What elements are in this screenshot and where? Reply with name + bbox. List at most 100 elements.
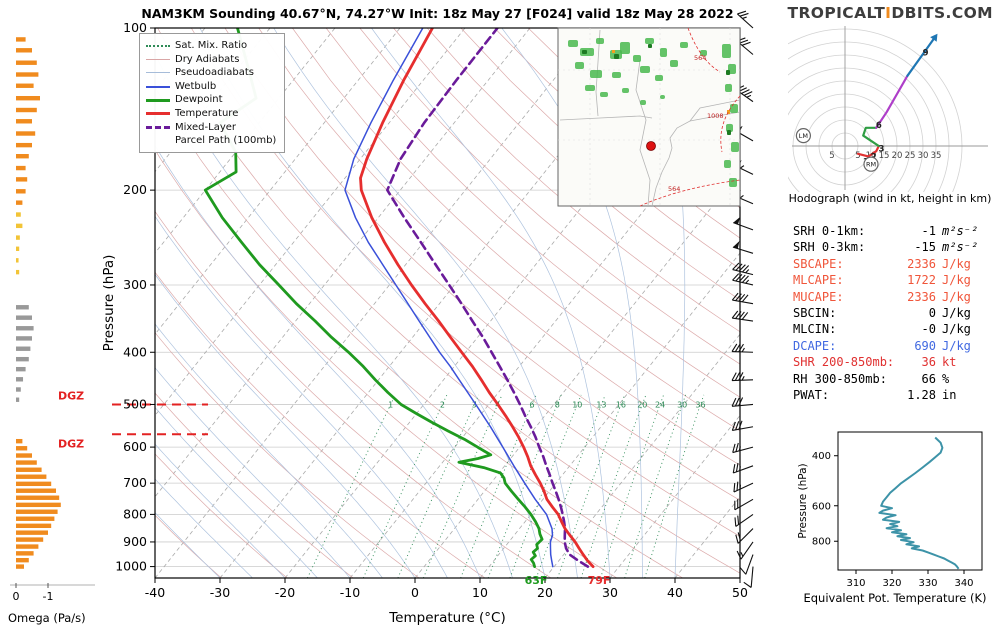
mixing-ratio-label: 10 bbox=[572, 400, 582, 409]
hodo-ring-label: 10 bbox=[866, 151, 877, 161]
wind-barb bbox=[732, 442, 754, 454]
omega-bar bbox=[16, 95, 40, 101]
omega-bar bbox=[16, 269, 20, 275]
omega-bar bbox=[16, 212, 21, 217]
mixing-ratio-label: 2 bbox=[440, 400, 445, 409]
stat-unit: m²s⁻² bbox=[942, 240, 979, 255]
legend-item: Pseudoadiabats bbox=[146, 66, 276, 80]
omega-bar bbox=[16, 446, 28, 451]
mixing-ratio-label: 13 bbox=[596, 400, 606, 409]
omega-bar bbox=[16, 177, 28, 182]
temperature-line bbox=[359, 28, 595, 568]
stat-value: 2336 bbox=[907, 289, 936, 304]
dewpoint-line bbox=[203, 28, 544, 568]
omega-bar bbox=[16, 564, 24, 569]
omega-bar bbox=[16, 258, 19, 263]
isotherm-gridlines bbox=[155, 28, 740, 578]
map-contour-label: 564 bbox=[694, 54, 706, 62]
legend-item: Sat. Mix. Ratio bbox=[146, 39, 276, 53]
parcel-path-line bbox=[386, 28, 590, 568]
hodograph: 5101520253035512369LMRM bbox=[788, 26, 988, 192]
hodo-ring-label: 25 bbox=[905, 151, 916, 161]
legend-label: Sat. Mix. Ratio bbox=[175, 40, 248, 51]
stat-unit: J/kg bbox=[942, 273, 971, 288]
wind-barb bbox=[734, 513, 754, 527]
theta-e-line bbox=[878, 436, 960, 570]
hodo-marker-label: LM bbox=[799, 132, 808, 140]
legend-sample-dry bbox=[146, 58, 170, 60]
omega-bar bbox=[16, 366, 26, 372]
hodo-ring-label: 15 bbox=[879, 151, 890, 161]
inset-map: 564 1008 564 bbox=[557, 27, 741, 207]
hodo-ring-label: 5 bbox=[829, 151, 834, 161]
stat-value: 690 bbox=[914, 338, 936, 353]
hodo-ring-label: 30 bbox=[918, 151, 929, 161]
stat-label: PWAT: bbox=[793, 388, 830, 403]
stat-unit: kt bbox=[942, 355, 957, 370]
pressure-tick-label: 200 bbox=[123, 182, 147, 197]
wind-barb bbox=[736, 541, 754, 560]
omega-bar bbox=[16, 530, 48, 535]
omega-bar bbox=[16, 523, 52, 529]
map-contour-label: 564 bbox=[668, 185, 680, 193]
legend-item: Temperature bbox=[146, 107, 276, 121]
stat-unit: J/kg bbox=[942, 256, 971, 271]
legend-item: Mixed-Layer bbox=[146, 121, 276, 135]
hodo-ring-label: 5 bbox=[855, 151, 860, 161]
logo-text-left: TROPICALT bbox=[787, 4, 886, 22]
wind-barb bbox=[733, 481, 754, 493]
pressure-gridlines bbox=[155, 28, 740, 567]
mixing-ratio-label: 36 bbox=[695, 400, 705, 409]
hodo-marker-label: RM bbox=[866, 161, 876, 169]
legend-label: Dry Adiabats bbox=[175, 53, 240, 65]
stat-row: DCAPE: 690 J/kg bbox=[793, 338, 992, 354]
legend-label: Pseudoadiabats bbox=[175, 67, 255, 79]
mixing-ratio-label: 16 bbox=[616, 400, 626, 409]
mixing-ratio-label: 3 bbox=[472, 400, 477, 409]
omega-bar bbox=[16, 488, 56, 493]
legend-label: Temperature bbox=[175, 107, 239, 119]
stat-row: RH 300-850mb: 66% bbox=[793, 371, 992, 387]
wind-barb bbox=[732, 273, 754, 286]
wetbulb-line bbox=[344, 28, 554, 568]
temperature-tick-label: 20 bbox=[537, 585, 553, 600]
temperature-tick-label: -10 bbox=[340, 585, 360, 600]
pressure-tick-label: 1000 bbox=[115, 559, 147, 574]
temperature-tick-label: 50 bbox=[732, 585, 748, 600]
wind-barb bbox=[731, 310, 754, 322]
mixing-ratio-label: 24 bbox=[655, 400, 665, 409]
theta-e-y-title: Pressure (hPa) bbox=[797, 463, 809, 538]
stat-row: SBCAPE: 2336 J/kg bbox=[793, 256, 992, 272]
stat-label: MLCAPE: bbox=[793, 273, 844, 288]
wind-barb bbox=[732, 241, 754, 254]
omega-bar bbox=[16, 509, 58, 514]
omega-bar bbox=[16, 326, 34, 331]
temperature-axis-title: Temperature (°C) bbox=[388, 610, 506, 626]
stat-row: MUCAPE: 2336 J/kg bbox=[793, 289, 992, 305]
stat-value: -0 bbox=[921, 322, 936, 337]
omega-bar bbox=[16, 397, 20, 402]
wind-barb bbox=[731, 343, 754, 353]
stat-label: SRH 0-3km: bbox=[793, 240, 866, 255]
omega-bar bbox=[16, 336, 32, 341]
omega-bar bbox=[16, 305, 29, 310]
stat-row: PWAT: 1.28 in bbox=[793, 387, 992, 403]
mixing-ratio-label: 1 bbox=[388, 400, 393, 409]
wind-barb bbox=[731, 292, 754, 305]
omega-bar bbox=[16, 467, 42, 472]
stat-row: SHR 200-850mb: 36 kt bbox=[793, 354, 992, 370]
temperature-tick-label: 10 bbox=[472, 585, 488, 600]
omega-bar bbox=[16, 37, 26, 42]
hodograph-caption: Hodograph (wind in kt, height in km) bbox=[788, 192, 992, 205]
pressure-tick-label: 300 bbox=[123, 277, 147, 292]
omega-bar bbox=[16, 60, 37, 65]
wind-barb-column bbox=[731, 10, 754, 588]
hodo-trace-3-6km bbox=[862, 126, 880, 148]
omega-bar bbox=[16, 246, 20, 251]
hodo-trace-6-9km bbox=[875, 74, 909, 129]
mixing-ratio-label: 30 bbox=[677, 400, 687, 409]
wind-barb bbox=[734, 498, 754, 511]
wind-barb bbox=[739, 554, 754, 575]
omega-bar bbox=[16, 154, 29, 159]
